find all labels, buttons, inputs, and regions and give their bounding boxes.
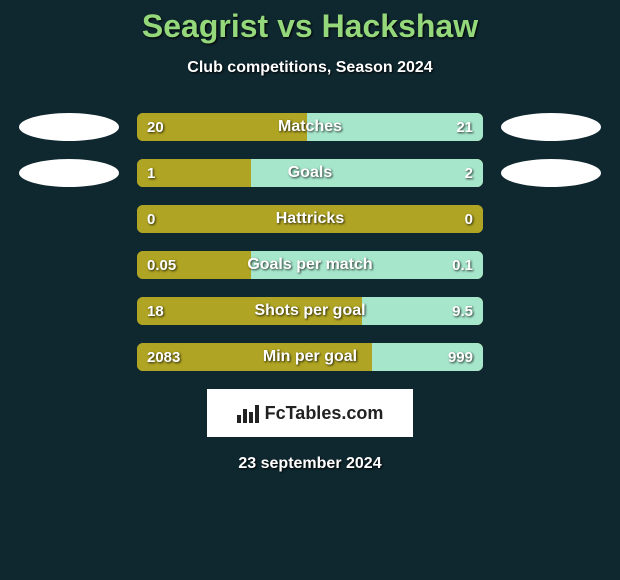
player-right-marker bbox=[501, 159, 601, 187]
stat-value-left: 18 bbox=[147, 297, 164, 325]
bar-right-fill bbox=[251, 251, 483, 279]
stat-value-left: 0 bbox=[147, 205, 155, 233]
spacer bbox=[501, 297, 601, 325]
stat-row: Matches2021 bbox=[0, 113, 620, 141]
bars-icon bbox=[237, 403, 259, 423]
stat-bar: Goals12 bbox=[137, 159, 483, 187]
stat-bar: Hattricks00 bbox=[137, 205, 483, 233]
spacer bbox=[19, 205, 119, 233]
stat-value-right: 0 bbox=[465, 205, 473, 233]
stat-value-left: 0.05 bbox=[147, 251, 176, 279]
spacer bbox=[19, 297, 119, 325]
stat-value-left: 2083 bbox=[147, 343, 180, 371]
stat-rows: Matches2021Goals12Hattricks00Goals per m… bbox=[0, 113, 620, 371]
bar-left-fill bbox=[137, 297, 362, 325]
spacer bbox=[19, 251, 119, 279]
stat-value-right: 21 bbox=[456, 113, 473, 141]
stat-value-right: 9.5 bbox=[452, 297, 473, 325]
stat-bar: Shots per goal189.5 bbox=[137, 297, 483, 325]
spacer bbox=[19, 343, 119, 371]
spacer bbox=[501, 343, 601, 371]
footer-date: 23 september 2024 bbox=[0, 455, 620, 473]
spacer bbox=[501, 251, 601, 279]
player-left-marker bbox=[19, 159, 119, 187]
stat-row: Goals12 bbox=[0, 159, 620, 187]
stat-value-right: 2 bbox=[465, 159, 473, 187]
logo-box: FcTables.com bbox=[207, 389, 413, 437]
logo-text: FcTables.com bbox=[265, 403, 384, 424]
stat-row: Goals per match0.050.1 bbox=[0, 251, 620, 279]
bar-right-fill bbox=[251, 159, 483, 187]
stat-bar: Goals per match0.050.1 bbox=[137, 251, 483, 279]
comparison-infographic: Seagrist vs Hackshaw Club competitions, … bbox=[0, 0, 620, 473]
stat-value-left: 20 bbox=[147, 113, 164, 141]
player-left-marker bbox=[19, 113, 119, 141]
subtitle: Club competitions, Season 2024 bbox=[0, 59, 620, 77]
stat-value-right: 999 bbox=[448, 343, 473, 371]
page-title: Seagrist vs Hackshaw bbox=[0, 8, 620, 45]
bar-left-fill bbox=[137, 205, 483, 233]
stat-bar: Min per goal2083999 bbox=[137, 343, 483, 371]
stat-row: Min per goal2083999 bbox=[0, 343, 620, 371]
stat-row: Shots per goal189.5 bbox=[0, 297, 620, 325]
stat-value-left: 1 bbox=[147, 159, 155, 187]
stat-value-right: 0.1 bbox=[452, 251, 473, 279]
player-right-marker bbox=[501, 113, 601, 141]
spacer bbox=[501, 205, 601, 233]
stat-bar: Matches2021 bbox=[137, 113, 483, 141]
stat-row: Hattricks00 bbox=[0, 205, 620, 233]
